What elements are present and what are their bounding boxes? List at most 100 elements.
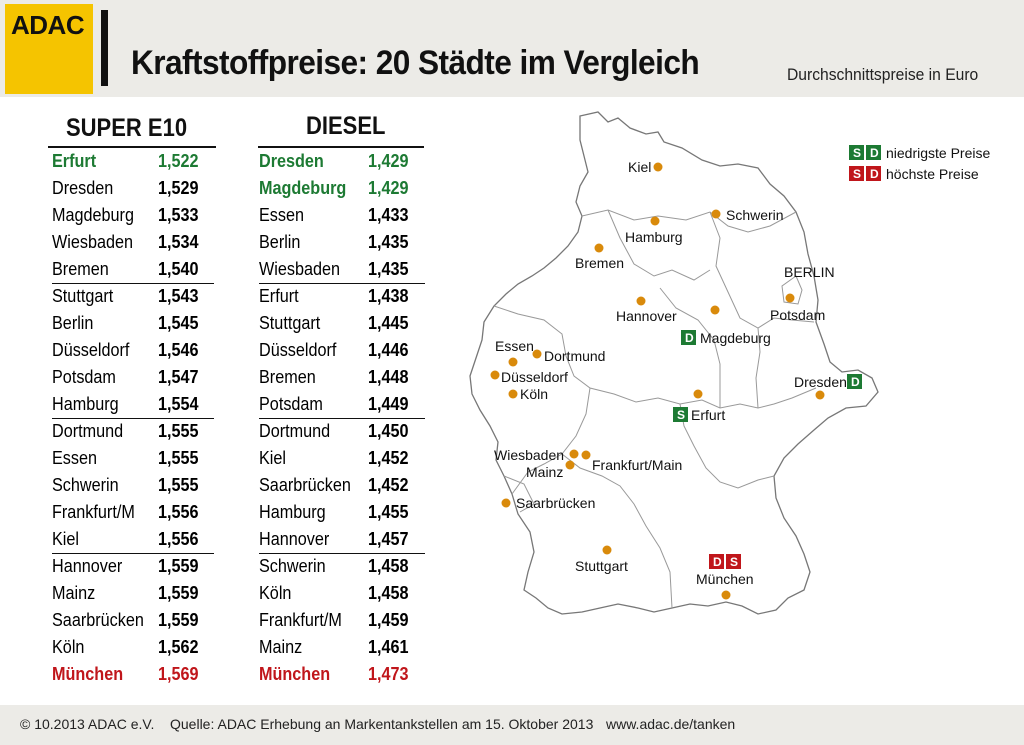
city-name: Erfurt [259, 286, 299, 306]
footer-source: Quelle: ADAC Erhebung an Markentankstell… [170, 716, 594, 732]
price-value: 1,559 [158, 610, 199, 630]
city-name: Schwerin [52, 475, 119, 495]
table-row: Frankfurt/M 1,556 [52, 499, 222, 526]
price-value: 1,433 [368, 205, 409, 225]
city-name: Stuttgart [259, 313, 321, 333]
price-value: 1,546 [158, 340, 199, 360]
city-name: Saarbrücken [259, 475, 351, 495]
badge-muenchen-s-text: S [730, 555, 738, 569]
group-separator [259, 283, 425, 284]
label-schwerin: Schwerin [726, 207, 784, 223]
table-row: Bremen 1,540 [52, 256, 222, 283]
badge-dresden-d [847, 374, 862, 389]
group-separator [52, 283, 214, 284]
table-row: Dresden 1,529 [52, 175, 222, 202]
price-value: 1,458 [368, 556, 409, 576]
price-value: 1,555 [158, 448, 199, 468]
city-name: Mainz [52, 583, 96, 603]
legend-high-s [849, 166, 864, 181]
dot-hannover [636, 296, 646, 306]
price-value: 1,429 [368, 178, 409, 198]
label-dresden: Dresden [794, 374, 847, 390]
city-name: Essen [259, 205, 305, 225]
table-row: Mainz 1,461 [259, 634, 429, 661]
price-value: 1,452 [368, 475, 409, 495]
page-title: Kraftstoffpreise: 20 Städte im Vergleich [131, 44, 700, 82]
dot-essen [508, 357, 518, 367]
group-separator [52, 418, 214, 419]
label-saarbruecken: Saarbrücken [516, 495, 595, 511]
header: ADAC Kraftstoffpreise: 20 Städte im Verg… [0, 0, 1024, 97]
label-wiesbaden: Wiesbaden [494, 447, 564, 463]
city-name: Dresden [259, 151, 324, 171]
badge-dresden-d-text: D [851, 375, 860, 389]
label-erfurt: Erfurt [691, 407, 725, 423]
table-row: Wiesbaden 1,435 [259, 256, 429, 283]
city-name: Bremen [52, 259, 109, 279]
price-value: 1,445 [368, 313, 409, 333]
label-muenchen: München [696, 571, 754, 587]
table-row: Saarbrücken 1,559 [52, 607, 222, 634]
city-name: Mainz [259, 637, 303, 657]
label-bremen: Bremen [575, 255, 624, 271]
table-row: Köln 1,562 [52, 634, 222, 661]
table-row: Dortmund 1,555 [52, 418, 222, 445]
city-name: Berlin [259, 232, 301, 252]
table-row: Köln 1,458 [259, 580, 429, 607]
table-row: München 1,569 [52, 661, 222, 688]
table-row: Magdeburg 1,533 [52, 202, 222, 229]
page-subtitle: Durchschnittspreise in Euro [787, 65, 979, 84]
city-name: Köln [259, 583, 292, 603]
diesel-title: DIESEL [306, 112, 386, 140]
city-name: Düsseldorf [259, 340, 337, 360]
price-value: 1,435 [368, 232, 409, 252]
city-name: Hannover [259, 529, 330, 549]
table-row: Bremen 1,448 [259, 364, 429, 391]
price-value: 1,522 [158, 151, 199, 171]
city-name: Potsdam [259, 394, 323, 414]
city-name: Wiesbaden [259, 259, 341, 279]
legend-low-d [866, 145, 881, 160]
label-dortmund: Dortmund [544, 348, 605, 364]
table-row: Erfurt 1,438 [259, 283, 429, 310]
table-row: Hamburg 1,455 [259, 499, 429, 526]
price-value: 1,562 [158, 637, 199, 657]
table-row: Hannover 1,457 [259, 526, 429, 553]
city-name: Schwerin [259, 556, 326, 576]
table-row: Wiesbaden 1,534 [52, 229, 222, 256]
footer-url[interactable]: www.adac.de/tanken [606, 716, 736, 732]
price-value: 1,452 [368, 448, 409, 468]
price-value: 1,555 [158, 475, 199, 495]
label-potsdam: Potsdam [770, 307, 825, 323]
price-value: 1,559 [158, 583, 199, 603]
super-e10-title: SUPER E10 [66, 114, 188, 142]
price-value: 1,457 [368, 529, 409, 549]
table-row: Potsdam 1,449 [259, 391, 429, 418]
price-value: 1,448 [368, 367, 409, 387]
price-value: 1,556 [158, 502, 199, 522]
table-row: Kiel 1,452 [259, 445, 429, 472]
dot-duesseldorf [490, 370, 500, 380]
city-name: Bremen [259, 367, 316, 387]
city-name: Düsseldorf [52, 340, 130, 360]
label-kiel: Kiel [628, 159, 651, 175]
city-name: Hamburg [52, 394, 119, 414]
price-value: 1,438 [368, 286, 409, 306]
germany-map: Kiel Hamburg Schwerin Bremen BERLIN Pots… [469, 111, 990, 615]
city-name: Frankfurt/M [52, 502, 135, 522]
city-markers: Kiel Hamburg Schwerin Bremen BERLIN Pots… [490, 159, 862, 600]
city-name: Essen [52, 448, 98, 468]
city-name: Hamburg [259, 502, 326, 522]
dot-erfurt [693, 389, 703, 399]
dot-koeln [508, 389, 518, 399]
city-name: Kiel [259, 448, 287, 468]
legend-high-d [866, 166, 881, 181]
badge-magdeburg-d [681, 330, 696, 345]
city-name: Saarbrücken [52, 610, 144, 630]
price-value: 1,545 [158, 313, 199, 333]
legend: S D niedrigste Preise S D höchste Preise [849, 145, 990, 182]
city-name: Stuttgart [52, 286, 114, 306]
table-row: Saarbrücken 1,452 [259, 472, 429, 499]
dot-bremen [594, 243, 604, 253]
price-value: 1,559 [158, 556, 199, 576]
